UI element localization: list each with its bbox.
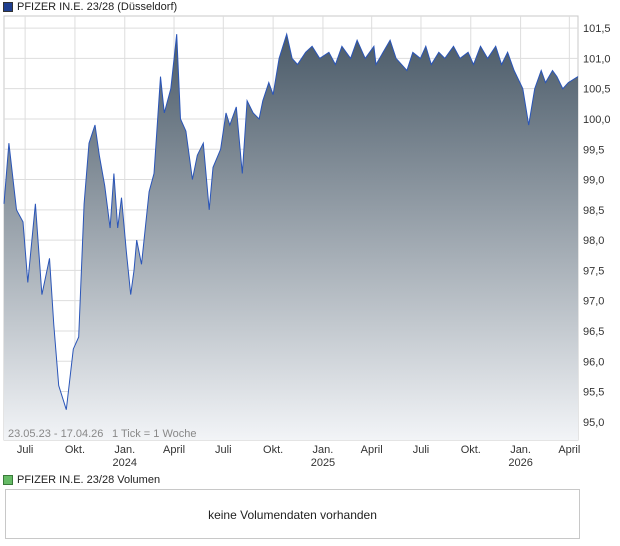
x-tick-label: April [163,444,185,456]
x-tick-label: Juli [215,444,232,456]
price-legend-label: PFIZER IN.E. 23/28 (Düsseldorf) [17,1,178,13]
y-tick-label: 99,0 [583,175,604,187]
y-tick-label: 100,5 [583,84,611,96]
y-tick-label: 96,5 [583,326,604,338]
tick-info-label: 1 Tick = 1 Woche [112,428,196,440]
y-tick-label: 98,0 [583,235,604,247]
volume-message: keine Volumendaten vorhanden [208,508,377,522]
x-tick-label: Jan. [114,444,135,456]
x-tick-label: April [361,444,383,456]
price-legend-swatch [3,2,13,12]
price-area [4,34,578,440]
x-tick-label: Okt. [65,444,85,456]
x-tick-label: Juli [17,444,34,456]
volume-legend-label: PFIZER IN.E. 23/28 Volumen [17,474,161,486]
x-tick-label: Juli [413,444,430,456]
x-tick-year: 2026 [508,457,532,469]
x-tick-year: 2025 [311,457,335,469]
y-axis: 95,0 95,5 96,0 96,5 97,0 97,5 98,0 98,5 99,0 99,5… [583,23,611,429]
volume-legend: PFIZER IN.E. 23/28 Volumen [3,474,160,486]
date-range-label: 23.05.23 - 17.04.26 [8,428,103,440]
price-chart: 95,0 95,5 96,0 96,5 97,0 97,5 98,0 98,5 99,0 99,5… [3,15,611,469]
y-tick-label: 100,0 [583,114,611,126]
x-tick-label: Jan. [313,444,334,456]
volume-legend-swatch [3,475,13,485]
x-tick-year: 2024 [113,457,137,469]
y-tick-label: 101,5 [583,23,611,35]
y-tick-label: 101,0 [583,53,611,65]
x-tick-label: Okt. [263,444,283,456]
x-tick-label: April [558,444,580,456]
x-tick-label: Okt. [461,444,481,456]
x-tick-label: Jan. [510,444,531,456]
price-legend: PFIZER IN.E. 23/28 (Düsseldorf) [3,1,177,13]
y-tick-label: 96,0 [583,356,604,368]
y-tick-label: 99,5 [583,144,604,156]
volume-panel: keine Volumendaten vorhanden [5,489,580,539]
y-tick-label: 95,5 [583,387,604,399]
price-line [3,32,579,410]
y-tick-label: 97,0 [583,296,604,308]
y-tick-label: 98,5 [583,205,604,217]
y-tick-label: 97,5 [583,265,604,277]
y-tick-label: 95,0 [583,417,604,429]
